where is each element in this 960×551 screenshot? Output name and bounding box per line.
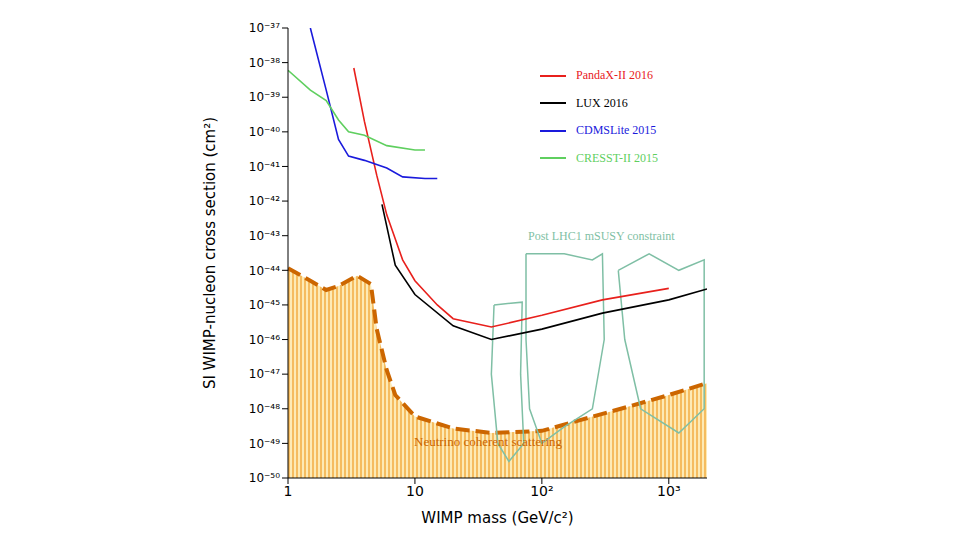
html-text:CDMSLite 2015: CDMSLite 2015 <box>576 123 657 138</box>
svg-text:1: 1 <box>284 483 293 499</box>
html-text:LUX 2016: LUX 2016 <box>576 95 628 110</box>
svg-text:SI WIMP-nucleon cross section: SI WIMP-nucleon cross section (cm²) <box>201 117 219 389</box>
svg-text:10⁻⁴⁵: 10⁻⁴⁵ <box>249 298 280 312</box>
svg-text:10⁻³⁹: 10⁻³⁹ <box>249 90 280 104</box>
svg-text:10⁻³⁸: 10⁻³⁸ <box>249 56 280 70</box>
html-text:Neutrino coherent scattering: Neutrino coherent scattering <box>414 434 562 449</box>
svg-text:10²: 10² <box>530 483 553 499</box>
svg-text:10⁻⁴⁰: 10⁻⁴⁰ <box>249 125 280 139</box>
svg-text:10⁻⁴⁸: 10⁻⁴⁸ <box>249 402 280 416</box>
svg-text:10⁻⁴³: 10⁻⁴³ <box>249 229 280 243</box>
svg-text:10⁻⁴⁹: 10⁻⁴⁹ <box>249 437 280 451</box>
svg-text:10⁻⁴¹: 10⁻⁴¹ <box>249 160 280 174</box>
svg-text:10⁻⁴⁶: 10⁻⁴⁶ <box>249 333 280 347</box>
html-text:CRESST-II 2015: CRESST-II 2015 <box>576 150 658 165</box>
svg-text:10⁻³⁷: 10⁻³⁷ <box>249 21 280 35</box>
svg-text:10³: 10³ <box>657 483 680 499</box>
html-text:PandaX-II 2016: PandaX-II 2016 <box>576 68 653 83</box>
html-text:Post LHC1 mSUSY constraint: Post LHC1 mSUSY constraint <box>528 229 675 243</box>
svg-text:10⁻⁵⁰: 10⁻⁵⁰ <box>249 471 280 485</box>
svg-text:10⁻⁴⁷: 10⁻⁴⁷ <box>249 367 280 381</box>
svg-text:10⁻⁴⁴: 10⁻⁴⁴ <box>249 264 280 278</box>
svg-text:10⁻⁴²: 10⁻⁴² <box>249 194 280 208</box>
svg-text:10: 10 <box>406 483 424 499</box>
svg-text:WIMP mass (GeV/c²): WIMP mass (GeV/c²) <box>421 509 573 527</box>
